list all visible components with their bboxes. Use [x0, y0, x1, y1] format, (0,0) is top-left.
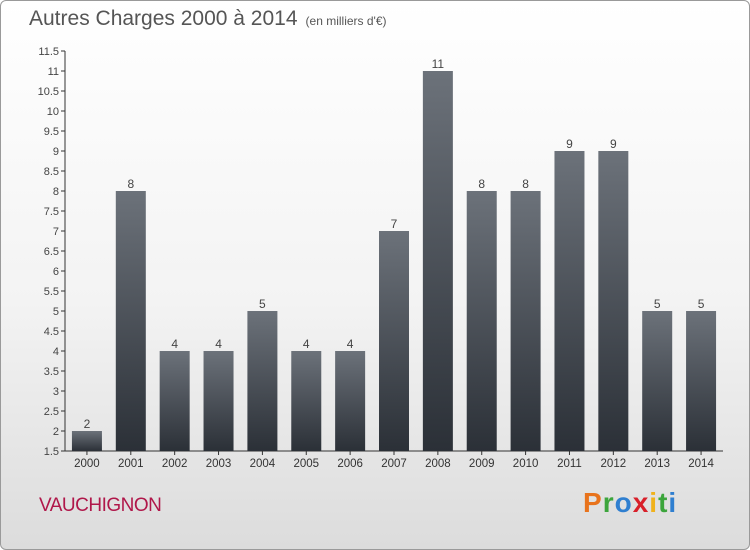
logo-letter: i: [649, 487, 659, 518]
y-tick-label: 9.5: [44, 126, 59, 138]
x-tick-label: 2002: [162, 458, 188, 470]
bar-value-label: 8: [127, 177, 134, 191]
logo-letter: o: [614, 487, 633, 518]
bar-2013: [642, 311, 673, 451]
bar-2011: [554, 151, 585, 451]
x-tick-label: 2014: [688, 458, 714, 470]
y-tick-label: 10.5: [38, 86, 59, 98]
bar-2006: [335, 351, 366, 451]
chart-unit: (en milliers d'€): [305, 14, 387, 28]
bar-2008: [422, 71, 453, 451]
x-tick-label: 2001: [118, 458, 144, 470]
bar-2004: [247, 311, 278, 451]
x-tick-label: 2007: [381, 458, 407, 470]
bar-value-label: 11: [432, 57, 445, 71]
bar-2001: [115, 191, 146, 451]
chart-title-text: Autres Charges 2000 à 2014: [29, 7, 298, 30]
y-tick-label: 3: [53, 386, 59, 398]
bar-2003: [203, 351, 234, 451]
y-tick-label: 7.5: [44, 206, 59, 218]
bar-2007: [379, 231, 409, 451]
logo-letter: t: [658, 487, 669, 518]
y-tick-label: 6.5: [44, 246, 59, 258]
y-tick-label: 3.5: [44, 366, 59, 378]
bar-value-label: 4: [215, 337, 222, 351]
bar-value-label: 9: [610, 137, 617, 151]
y-tick-label: 2: [53, 426, 59, 438]
x-tick-label: 2006: [337, 458, 363, 470]
bar-2010: [510, 191, 541, 451]
bar-2002: [159, 351, 190, 451]
x-tick-label: 2011: [557, 458, 582, 470]
town-name: VAUCHIGNON: [39, 495, 162, 516]
logo-letter: r: [602, 487, 615, 518]
x-tick-label: 2013: [644, 458, 670, 470]
bar-2000: [71, 431, 102, 451]
y-tick-label: 5.5: [44, 286, 59, 298]
y-tick-label: 2.5: [44, 406, 59, 418]
logo-letter: i: [668, 487, 678, 518]
y-tick-label: 11.5: [38, 46, 59, 58]
bar-value-label: 9: [566, 137, 573, 151]
bar-value-label: 8: [478, 177, 485, 191]
y-tick-label: 9: [53, 146, 59, 158]
x-tick-label: 2003: [206, 458, 232, 470]
bar-value-label: 7: [391, 217, 398, 231]
chart-title: Autres Charges 2000 à 2014 (en milliers d…: [29, 7, 387, 31]
y-tick-label: 10: [47, 106, 59, 118]
x-tick-label: 2012: [601, 458, 627, 470]
x-tick-label: 2008: [425, 458, 451, 470]
bar-value-label: 4: [347, 337, 354, 351]
bar-value-label: 4: [171, 337, 178, 351]
x-tick-label: 2010: [513, 458, 539, 470]
logo-letter: P: [583, 487, 603, 518]
bar-2005: [291, 351, 322, 451]
bar-2014: [686, 311, 717, 451]
bar-2012: [598, 151, 629, 451]
y-tick-label: 1.5: [44, 446, 59, 458]
y-tick-label: 6: [53, 266, 59, 278]
y-tick-label: 5: [53, 306, 59, 318]
bar-2009: [466, 191, 497, 451]
bar-value-label: 5: [654, 297, 661, 311]
y-tick-label: 7: [53, 226, 59, 238]
y-tick-label: 4.5: [44, 326, 59, 338]
bar-value-label: 2: [84, 417, 91, 431]
logo-letter: x: [632, 487, 650, 518]
y-tick-label: 4: [53, 346, 59, 358]
bar-value-label: 5: [259, 297, 266, 311]
bar-value-label: 5: [698, 297, 705, 311]
x-tick-label: 2009: [469, 458, 495, 470]
proxiti-logo: Proxiti: [583, 487, 677, 519]
y-tick-label: 8.5: [44, 166, 59, 178]
y-tick-label: 8: [53, 186, 59, 198]
bar-value-label: 8: [522, 177, 529, 191]
bar-value-label: 4: [303, 337, 310, 351]
y-tick-label: 11: [48, 66, 59, 78]
x-tick-label: 2004: [250, 458, 276, 470]
x-tick-label: 2005: [293, 458, 319, 470]
x-tick-label: 2000: [74, 458, 100, 470]
